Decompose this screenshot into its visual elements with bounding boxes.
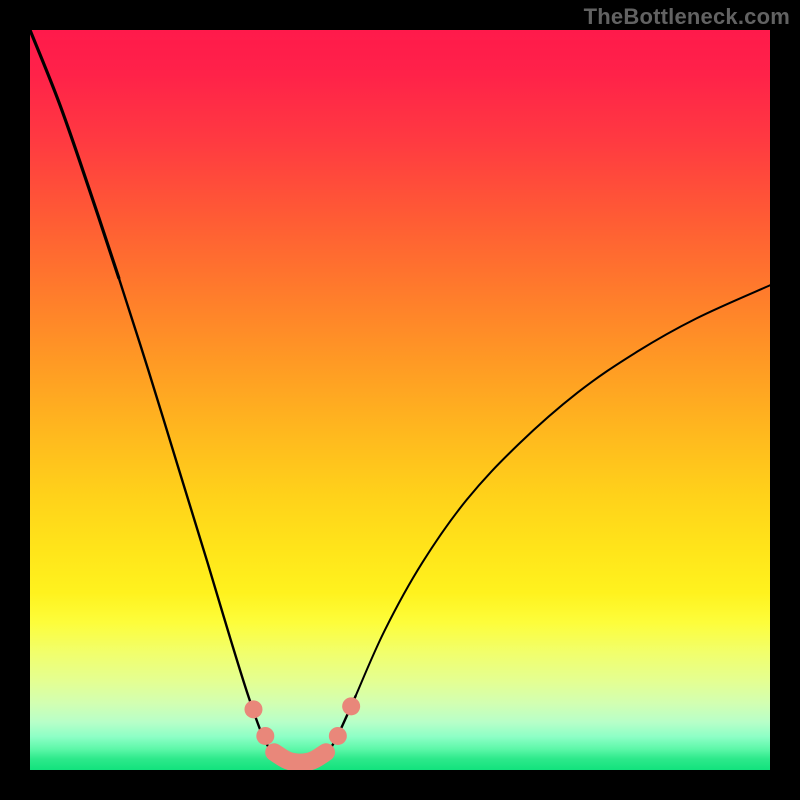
bottleneck-curve-chart: [0, 0, 800, 800]
gradient-background: [30, 30, 770, 770]
curve-marker-dot: [342, 697, 360, 715]
valley-highlight: [274, 752, 326, 762]
curve-marker-dot: [329, 727, 347, 745]
curve-marker-dot: [244, 700, 262, 718]
chart-container: { "watermark": { "text": "TheBottleneck.…: [0, 0, 800, 800]
curve-marker-dot: [256, 727, 274, 745]
watermark-text: TheBottleneck.com: [584, 4, 790, 30]
